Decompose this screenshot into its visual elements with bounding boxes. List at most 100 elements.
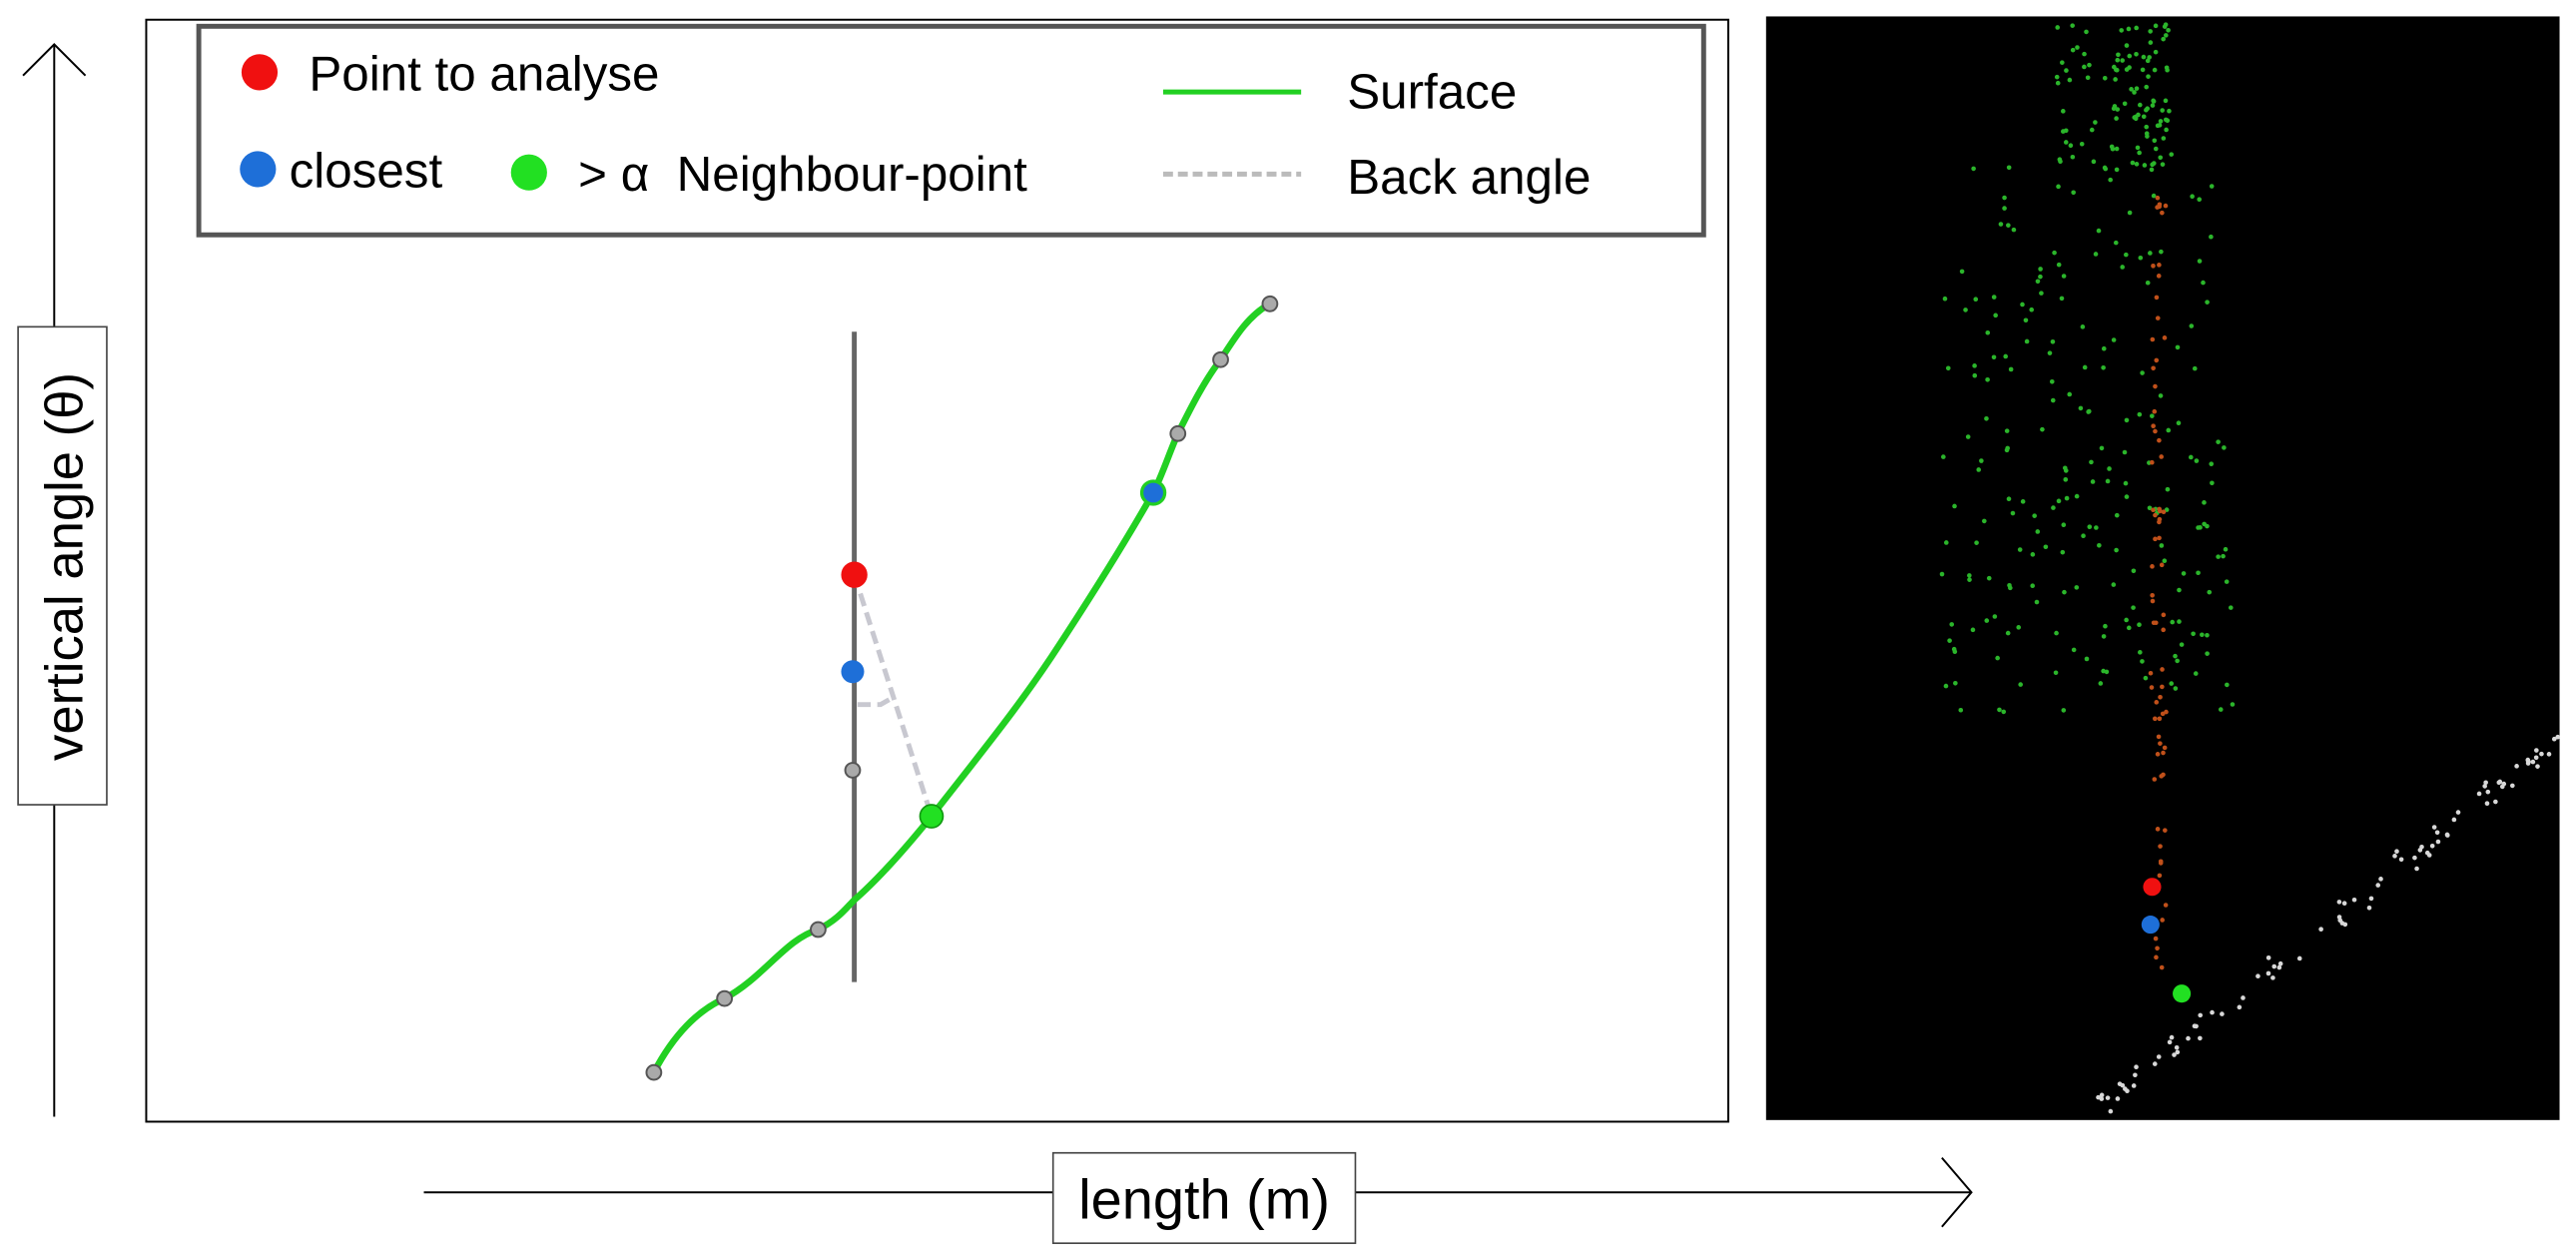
cloud-point bbox=[1947, 638, 1952, 643]
cloud-point bbox=[2153, 23, 2159, 29]
cloud-point bbox=[2160, 918, 2165, 923]
cloud-point bbox=[2006, 165, 2012, 171]
cloud-point bbox=[2154, 700, 2160, 705]
cloud-point bbox=[2161, 772, 2166, 778]
cloud-point bbox=[2109, 144, 2115, 150]
y-label-box bbox=[17, 325, 108, 806]
cloud-point bbox=[2137, 411, 2143, 417]
cloud-point bbox=[1944, 540, 1949, 545]
cloud-point bbox=[2144, 84, 2150, 90]
cloud-point bbox=[2103, 623, 2108, 629]
cloud-point bbox=[2067, 391, 2073, 397]
surface-point bbox=[1212, 350, 1229, 368]
cloud-point bbox=[2116, 52, 2121, 58]
cloud-point bbox=[2265, 955, 2271, 960]
cloud-point bbox=[2064, 68, 2069, 73]
cloud-point bbox=[2035, 279, 2041, 285]
cloud-point bbox=[2150, 413, 2155, 418]
cloud-point bbox=[2074, 493, 2080, 499]
cloud-neighbour-point bbox=[2173, 984, 2192, 1003]
cloud-point bbox=[2020, 499, 2026, 504]
cloud-point bbox=[2375, 883, 2381, 888]
cloud-point bbox=[2160, 108, 2165, 113]
cloud-point bbox=[2030, 552, 2036, 557]
cloud-point bbox=[2127, 53, 2133, 59]
cloud-point bbox=[2351, 897, 2357, 903]
cloud-point bbox=[2061, 129, 2066, 134]
cloud-point bbox=[2225, 682, 2230, 688]
cloud-point bbox=[2120, 265, 2126, 270]
cloud-point bbox=[2156, 734, 2162, 740]
cloud-point bbox=[2194, 458, 2200, 463]
cloud-point bbox=[2169, 681, 2175, 686]
cloud-point bbox=[1985, 329, 1991, 335]
cloud-point bbox=[1985, 377, 1990, 382]
cloud-point bbox=[2265, 970, 2271, 976]
legend-green-marker bbox=[510, 154, 547, 191]
cloud-point bbox=[2090, 479, 2096, 484]
cloud-point bbox=[2160, 667, 2165, 672]
cloud-point bbox=[2176, 420, 2182, 426]
cloud-point bbox=[2132, 90, 2137, 95]
cloud-point bbox=[2084, 656, 2090, 662]
cloud-point bbox=[1952, 503, 1957, 509]
cloud-point bbox=[2223, 546, 2229, 552]
cloud-point bbox=[2501, 781, 2507, 787]
cloud-point bbox=[2123, 480, 2129, 486]
cloud-point bbox=[1942, 296, 1948, 302]
legend-label: Surface bbox=[1347, 65, 1517, 120]
cloud-point bbox=[1976, 467, 1982, 472]
cloud-point bbox=[2192, 365, 2198, 371]
cloud-point bbox=[2111, 337, 2117, 342]
cloud-point bbox=[2040, 426, 2045, 432]
cloud-point bbox=[1995, 655, 2000, 661]
cloud-point bbox=[2151, 193, 2157, 199]
cloud-point bbox=[2296, 955, 2302, 961]
cloud-point bbox=[2120, 1082, 2126, 1088]
cloud-point bbox=[2271, 963, 2277, 969]
cloud-point bbox=[2152, 777, 2158, 782]
cloud-point bbox=[2145, 280, 2151, 286]
cloud-point bbox=[2398, 857, 2404, 863]
cloud-point bbox=[2105, 1095, 2111, 1100]
cloud-point bbox=[2001, 709, 2007, 715]
cloud-point bbox=[2089, 127, 2095, 133]
neighbour-point bbox=[919, 804, 945, 829]
cloud-point bbox=[2064, 495, 2070, 501]
cloud-point bbox=[2089, 459, 2094, 465]
cloud-point bbox=[2162, 558, 2168, 564]
cloud-point bbox=[2197, 197, 2203, 202]
cloud-point bbox=[2151, 264, 2156, 269]
cloud-point bbox=[2140, 370, 2145, 375]
cloud-point bbox=[2337, 918, 2343, 924]
cloud-point bbox=[2451, 817, 2457, 823]
cloud-point bbox=[1939, 571, 1945, 577]
cloud-point bbox=[2145, 134, 2150, 139]
y-axis-label: vertical angle (θ) bbox=[35, 372, 94, 761]
cloud-point bbox=[2177, 587, 2182, 593]
cloud-point bbox=[2318, 927, 2323, 932]
cloud-point bbox=[2153, 383, 2158, 389]
cloud-point bbox=[2200, 632, 2205, 638]
cloud-point bbox=[2166, 27, 2171, 33]
cloud-point bbox=[2160, 684, 2165, 690]
cloud-point bbox=[2445, 833, 2450, 838]
cloud-point bbox=[2158, 694, 2163, 700]
cloud-point bbox=[1971, 166, 1976, 172]
cloud-point bbox=[2061, 522, 2067, 528]
cloud-point bbox=[2156, 274, 2162, 279]
cloud-point bbox=[2140, 67, 2146, 73]
cloud-point bbox=[2158, 741, 2163, 746]
cloud-point bbox=[2029, 307, 2035, 313]
cloud-point bbox=[2108, 177, 2113, 183]
x-axis-label: length (m) bbox=[1078, 1168, 1330, 1231]
cloud-point bbox=[2162, 335, 2168, 340]
cloud-point bbox=[2141, 114, 2147, 120]
cloud-point bbox=[2049, 378, 2055, 384]
point-to-analyse bbox=[841, 561, 868, 588]
cloud-point bbox=[2093, 252, 2099, 257]
cloud-point bbox=[2114, 512, 2120, 518]
cloud-point bbox=[2105, 478, 2111, 484]
cloud-point bbox=[2435, 839, 2441, 845]
cloud-point bbox=[2189, 454, 2194, 460]
